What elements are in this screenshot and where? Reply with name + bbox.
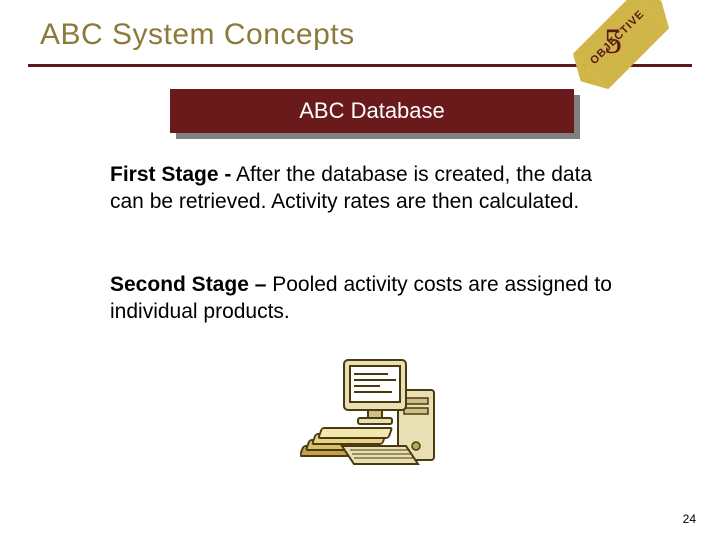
first-stage-bold: First Stage - bbox=[110, 163, 231, 186]
computer-clipart-icon bbox=[300, 350, 460, 485]
database-box-label: ABC Database bbox=[299, 98, 445, 124]
objective-number: 5 bbox=[604, 20, 622, 62]
second-stage-bold: Second Stage – bbox=[110, 273, 266, 296]
first-stage-text: First Stage - After the database is crea… bbox=[110, 162, 625, 216]
page-number: 24 bbox=[683, 512, 696, 526]
database-box: ABC Database bbox=[170, 89, 574, 133]
second-stage-text: Second Stage – Pooled activity costs are… bbox=[110, 272, 625, 326]
slide-title: ABC System Concepts bbox=[40, 18, 355, 52]
